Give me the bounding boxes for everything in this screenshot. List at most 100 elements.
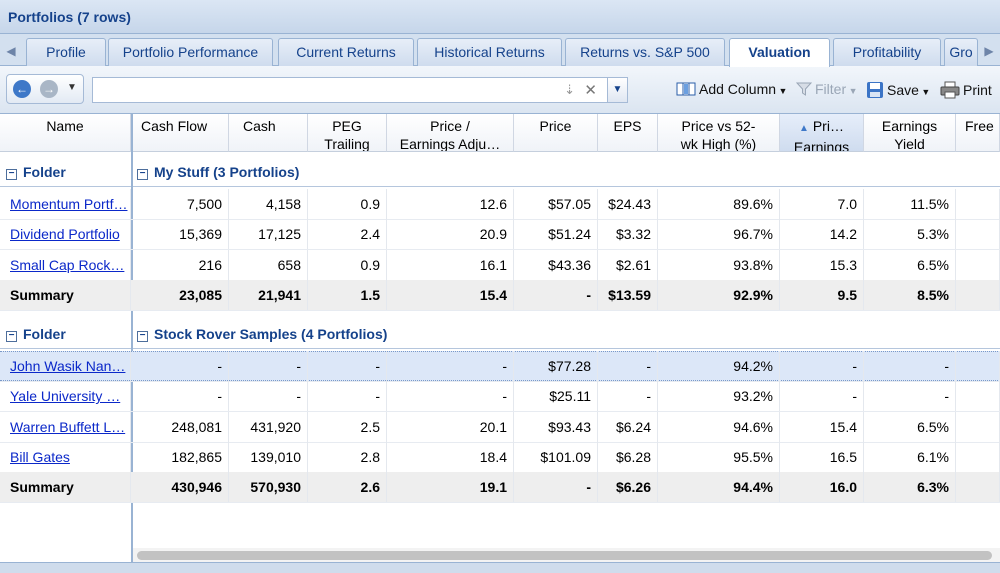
column-header-cash-flow[interactable]: Cash Flow xyxy=(133,114,229,152)
summary-cash-flow-cell[interactable]: 430,946 xyxy=(133,472,229,503)
ey-cell[interactable]: 6.5% xyxy=(864,249,956,280)
column-header-price-vs-52wk-high[interactable]: Price vs 52- wk High (%) xyxy=(658,114,780,152)
pe-cell[interactable]: - xyxy=(387,351,514,381)
peg-cell[interactable]: 2.8 xyxy=(308,441,387,472)
portfolio-name-cell[interactable]: Warren Buffett L… xyxy=(0,411,131,442)
horizontal-scrollbar[interactable] xyxy=(133,548,1000,562)
column-header-price-earnings[interactable]: ▲ Pri… Earnings xyxy=(780,114,864,152)
summary-peg-cell[interactable]: 2.6 xyxy=(308,472,387,503)
summary-pe-cell[interactable]: 15.4 xyxy=(387,279,514,310)
summary-price-cell[interactable]: - xyxy=(514,279,598,310)
summary-pri-cell[interactable]: 16.0 xyxy=(780,472,864,503)
pe-cell[interactable]: 18.4 xyxy=(387,441,514,472)
collapse-toggle-icon[interactable]: − xyxy=(6,169,17,180)
ey-cell[interactable]: 6.5% xyxy=(864,411,956,442)
eps-cell[interactable]: $6.28 xyxy=(598,441,658,472)
summary-cash-cell[interactable]: 21,941 xyxy=(229,279,308,310)
column-header-pe-adjusted[interactable]: Price / Earnings Adju… xyxy=(387,114,514,152)
cash-flow-cell[interactable]: - xyxy=(133,381,229,412)
cash-cell[interactable]: 658 xyxy=(229,249,308,280)
p52-cell[interactable]: 96.7% xyxy=(658,219,780,250)
summary-ey-cell[interactable]: 6.3% xyxy=(864,472,956,503)
summary-p52-cell[interactable]: 94.4% xyxy=(658,472,780,503)
free-cell[interactable] xyxy=(956,219,1000,250)
p52-cell[interactable]: 93.2% xyxy=(658,381,780,412)
price-cell[interactable]: $101.09 xyxy=(514,441,598,472)
portfolio-link[interactable]: John Wasik Nan… xyxy=(10,358,126,374)
ey-cell[interactable]: - xyxy=(864,381,956,412)
price-cell[interactable]: $43.36 xyxy=(514,249,598,280)
eps-cell[interactable]: $6.24 xyxy=(598,411,658,442)
column-header-earnings-yield[interactable]: Earnings Yield xyxy=(864,114,956,152)
summary-pri-cell[interactable]: 9.5 xyxy=(780,279,864,310)
tab-growth[interactable]: Gro xyxy=(944,38,978,66)
pri-cell[interactable]: 14.2 xyxy=(780,219,864,250)
tab-profile[interactable]: Profile xyxy=(26,38,106,66)
price-cell[interactable]: $25.11 xyxy=(514,381,598,412)
column-header-free[interactable]: Free xyxy=(956,114,1000,152)
cash-cell[interactable]: 4,158 xyxy=(229,189,308,219)
portfolio-link[interactable]: Yale University … xyxy=(10,388,121,405)
portfolio-name-cell[interactable]: Small Cap Rock… xyxy=(0,249,131,280)
back-arrow-icon[interactable]: ← xyxy=(13,80,31,98)
p52-cell[interactable]: 93.8% xyxy=(658,249,780,280)
group-header-my-stuff[interactable]: − My Stuff (3 Portfolios) xyxy=(133,157,1000,187)
pri-cell[interactable]: - xyxy=(780,351,864,381)
cash-flow-cell[interactable]: 7,500 xyxy=(133,189,229,219)
sort-down-icon[interactable]: ⇣ xyxy=(564,82,575,97)
summary-eps-cell[interactable]: $6.26 xyxy=(598,472,658,503)
tab-scroll-left-icon[interactable]: ◀ xyxy=(6,44,16,58)
summary-free-cell[interactable] xyxy=(956,472,1000,503)
collapse-toggle-icon[interactable]: − xyxy=(137,331,148,342)
forward-arrow-icon[interactable]: → xyxy=(40,80,58,98)
group-header-stock-rover-samples[interactable]: − Stock Rover Samples (4 Portfolios) xyxy=(133,319,1000,349)
tab-historical-returns[interactable]: Historical Returns xyxy=(417,38,562,66)
portfolio-name-cell[interactable]: Dividend Portfolio xyxy=(0,219,131,250)
clear-icon[interactable]: ✕ xyxy=(584,82,597,99)
price-cell[interactable]: $93.43 xyxy=(514,411,598,442)
free-cell[interactable] xyxy=(956,189,1000,219)
pe-cell[interactable]: 20.1 xyxy=(387,411,514,442)
ey-cell[interactable]: 11.5% xyxy=(864,189,956,219)
group-folder-label[interactable]: − Folder xyxy=(0,319,131,349)
add-column-button[interactable]: Add Column ▼ xyxy=(676,81,787,101)
cash-cell[interactable]: - xyxy=(229,381,308,412)
portfolio-link[interactable]: Warren Buffett L… xyxy=(10,418,126,435)
cash-cell[interactable]: 17,125 xyxy=(229,219,308,250)
history-dropdown-icon[interactable]: ▼ xyxy=(67,82,77,93)
summary-free-cell[interactable] xyxy=(956,279,1000,310)
tab-valuation[interactable]: Valuation xyxy=(729,38,830,67)
peg-cell[interactable]: - xyxy=(308,351,387,381)
summary-peg-cell[interactable]: 1.5 xyxy=(308,279,387,310)
eps-cell[interactable]: - xyxy=(598,381,658,412)
column-header-eps[interactable]: EPS xyxy=(598,114,658,152)
eps-cell[interactable]: $24.43 xyxy=(598,189,658,219)
tab-profitability[interactable]: Profitability xyxy=(833,38,941,66)
peg-cell[interactable]: - xyxy=(308,381,387,412)
p52-cell[interactable]: 94.2% xyxy=(658,351,780,381)
tab-returns-vs-sp500[interactable]: Returns vs. S&P 500 xyxy=(565,38,725,66)
free-cell[interactable] xyxy=(956,351,1000,381)
column-header-price[interactable]: Price xyxy=(514,114,598,152)
cash-flow-cell[interactable]: 248,081 xyxy=(133,411,229,442)
pe-cell[interactable]: - xyxy=(387,381,514,412)
portfolio-link[interactable]: Dividend Portfolio xyxy=(10,226,120,243)
pri-cell[interactable]: 15.4 xyxy=(780,411,864,442)
chevron-down-icon[interactable]: ▼ xyxy=(607,78,627,102)
price-cell[interactable]: $77.28 xyxy=(514,351,598,381)
portfolio-link[interactable]: Bill Gates xyxy=(10,448,70,465)
scrollbar-thumb[interactable] xyxy=(137,551,992,560)
pe-cell[interactable]: 12.6 xyxy=(387,189,514,219)
column-header-name[interactable]: Name xyxy=(0,114,131,152)
collapse-toggle-icon[interactable]: − xyxy=(6,331,17,342)
portfolio-name-cell[interactable]: Yale University … xyxy=(0,381,131,412)
price-cell[interactable]: $57.05 xyxy=(514,189,598,219)
cash-flow-cell[interactable]: 182,865 xyxy=(133,441,229,472)
ey-cell[interactable]: 6.1% xyxy=(864,441,956,472)
summary-eps-cell[interactable]: $13.59 xyxy=(598,279,658,310)
filter-button[interactable]: Filter ▼ xyxy=(795,81,858,101)
eps-cell[interactable]: $2.61 xyxy=(598,249,658,280)
eps-cell[interactable]: $3.32 xyxy=(598,219,658,250)
summary-pe-cell[interactable]: 19.1 xyxy=(387,472,514,503)
free-cell[interactable] xyxy=(956,381,1000,412)
